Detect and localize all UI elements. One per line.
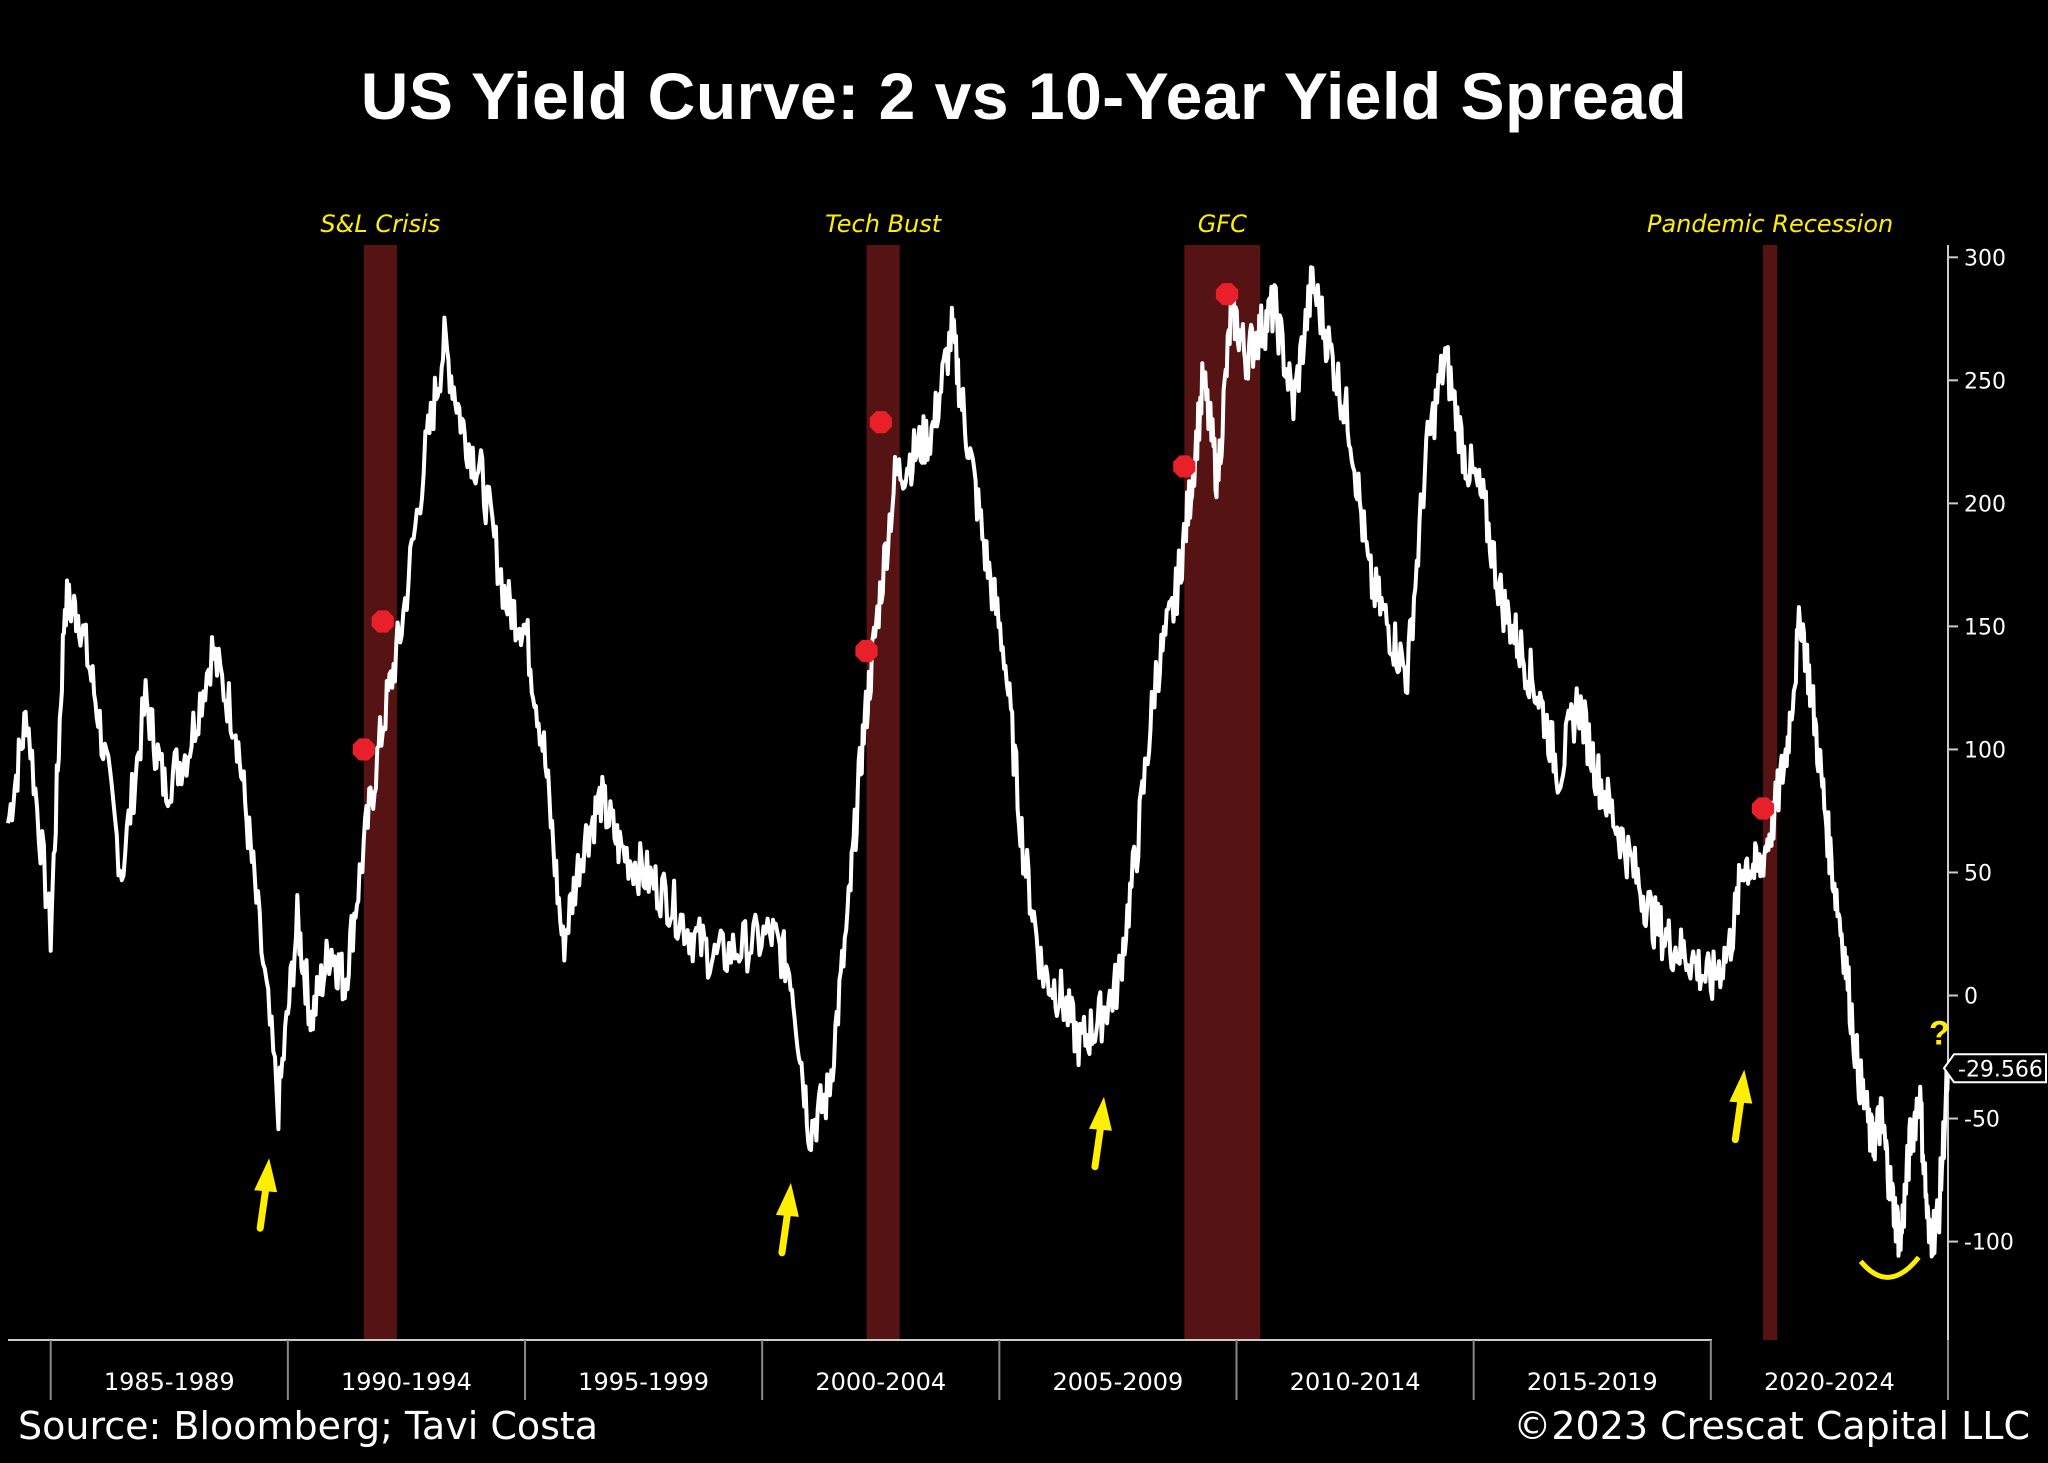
recession-label: Tech Bust (825, 210, 943, 238)
rec-marker (1173, 455, 1196, 478)
arrow-head (254, 1158, 278, 1193)
rec-marker (1215, 283, 1239, 306)
chart-title: US Yield Curve: 2 vs 10-Year Yield Sprea… (360, 59, 1688, 133)
source-note: Source: Bloomberg; Tavi Costa (18, 1404, 599, 1448)
y-tick-label: 0 (1964, 985, 1978, 1010)
y-axis-ticks: 300 250 200 150 100 50 0 -50 -100 (1948, 246, 2014, 1256)
arrow-head (775, 1182, 799, 1217)
x-tick-label: 2010-2014 (1290, 1368, 1421, 1396)
recession-band (866, 245, 900, 1340)
rec-marker (855, 639, 878, 663)
x-axis-period-labels: 1985-1989 1990-1994 1995-1999 2000-2004 2005… (49, 1340, 1949, 1400)
x-tick-label: 1995-1999 (578, 1368, 709, 1396)
recession-bands (363, 245, 1778, 1340)
y-tick-label: -100 (1964, 1231, 2014, 1256)
x-tick-label: 1990-1994 (341, 1368, 472, 1396)
x-tick-label: 2000-2004 (815, 1368, 946, 1396)
rec-marker (352, 738, 375, 761)
last-value-label: -29.566 (1958, 1057, 2043, 1082)
arrow-head (1729, 1069, 1753, 1104)
recession-labels: S&L Crisis Tech Bust GFC Pandemic Recession (320, 210, 1893, 238)
arrow-shaft (1091, 1121, 1105, 1171)
copyright-note: ©2023 Crescat Capital LLC (1513, 1404, 2030, 1448)
x-tick-label: 1985-1989 (104, 1368, 235, 1396)
up-arrow-icon (254, 1158, 278, 1232)
recession-band (1763, 245, 1778, 1340)
y-tick-label: 250 (1964, 369, 2006, 394)
y-tick-label: 300 (1964, 246, 2006, 271)
arrow-shaft (1731, 1094, 1745, 1144)
up-arrow-icon (1088, 1096, 1112, 1171)
y-tick-label: -50 (1964, 1108, 2000, 1133)
y-tick-label: 50 (1964, 861, 1992, 886)
x-tick-label: 2020-2024 (1764, 1368, 1895, 1396)
trough-curve-annotation (1858, 1255, 1921, 1280)
arrow-shaft (256, 1182, 270, 1232)
rec-marker (371, 610, 394, 633)
recession-label: S&L Crisis (320, 210, 440, 238)
rec-marker (1751, 797, 1775, 820)
rec-marker (869, 411, 892, 434)
last-value-box (1942, 1053, 2047, 1084)
x-tick-label: 2005-2009 (1053, 1368, 1184, 1396)
series-line (6, 265, 1950, 1259)
inversion-arrows (254, 1069, 1753, 1257)
up-arrow-icon (1729, 1069, 1753, 1144)
question-mark-annotation: ? (1929, 1015, 1950, 1053)
y-tick-label: 150 (1964, 615, 2006, 640)
arrow-head (1088, 1096, 1112, 1131)
recession-label: Pandemic Recession (1647, 210, 1893, 238)
axes (8, 245, 1949, 1341)
x-tick-label: 2015-2019 (1527, 1368, 1658, 1396)
recession-label: GFC (1198, 210, 1247, 238)
arrow-shaft (778, 1207, 792, 1257)
y-tick-label: 200 (1964, 492, 2006, 517)
up-arrow-icon (775, 1182, 799, 1257)
y-tick-label: 100 (1964, 738, 2006, 763)
last-value-tag: -29.566 (1942, 1053, 2047, 1084)
rec-markers (352, 283, 1775, 820)
